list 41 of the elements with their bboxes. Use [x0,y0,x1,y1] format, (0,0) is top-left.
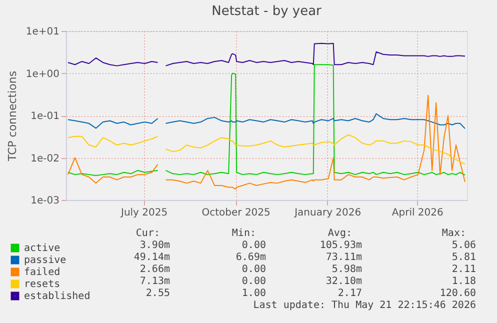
text: 2.17 [338,288,362,299]
chart-title: Netstat - by year [212,4,322,19]
x-tick-label: April 2026 [392,208,444,218]
text: 105.93m [320,240,362,251]
text: 5.81 [452,252,476,263]
text: 32.10m [326,276,362,287]
legend-label: resets [24,279,60,290]
text: 2.55 [146,288,170,299]
legend-label: established [24,291,90,302]
text: 49.14m [134,252,170,263]
x-tick-label: July 2025 [120,208,168,218]
text: 5.98m [332,264,362,275]
text: 5.06 [452,240,476,251]
text: 0.00 [242,276,266,287]
y-tick-label: 1e+00 [26,68,60,80]
text: 0.00 [242,264,266,275]
text: 1.18 [452,276,476,287]
text: 3.90m [140,240,170,251]
x-tick-label: January 2026 [294,208,362,218]
text: 1.00 [242,288,266,299]
text: 73.11m [326,252,362,263]
y-tick-label: 1e-01 [30,111,60,122]
text: 6.69m [236,252,266,263]
text: Last update: Thu May 21 22:15:46 2026 [253,300,476,311]
text: Avg: [328,228,352,239]
text: Max: [442,228,466,239]
text: 0.00 [242,240,266,251]
text: 2.66m [140,264,170,275]
y-axis-title: TCP connections [6,70,19,162]
text: Cur: [136,228,160,239]
legend-label: active [24,243,60,254]
y-tick-label: 1e-02 [30,153,60,164]
text: Min: [232,228,256,239]
legend-label: passive [24,255,66,266]
y-tick-label: 1e-03 [30,196,60,206]
text: 7.13m [140,276,170,287]
legend-label: failed [24,267,60,278]
x-tick-label: October 2025 [202,208,270,218]
y-tick-label: 1e+01 [26,26,60,38]
text: 2.11 [452,264,476,275]
text: 120.60 [440,288,476,299]
